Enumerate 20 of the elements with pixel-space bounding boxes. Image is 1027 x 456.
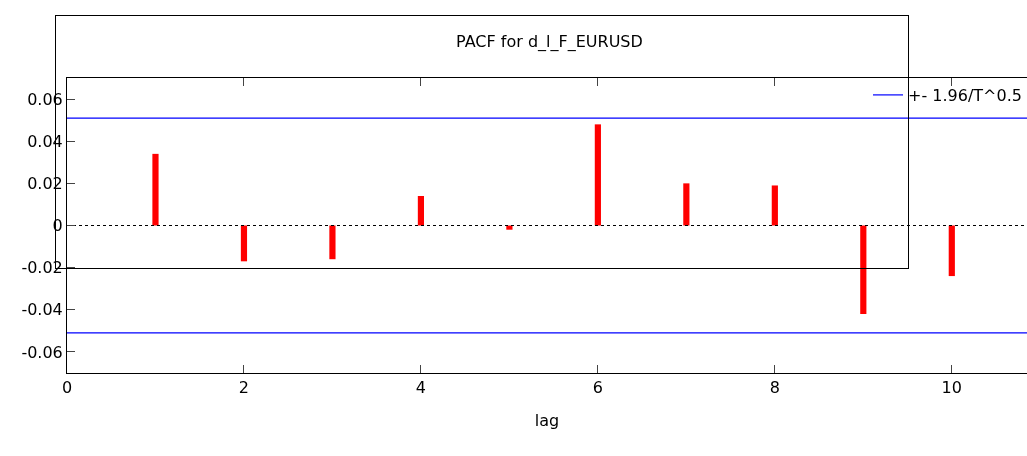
bar — [683, 183, 690, 226]
x-tick-label: 8 — [769, 378, 780, 398]
bar — [417, 196, 425, 226]
y-tick-label: -0.04 — [21, 300, 63, 320]
bar — [152, 153, 159, 226]
x-axis-title: lag — [534, 410, 560, 430]
legend-label: +- 1.96/T^0.5 — [908, 86, 1022, 106]
bar — [948, 225, 955, 277]
chart-title: PACF for d_l_F_EURUSD — [456, 31, 643, 52]
bar — [771, 185, 778, 226]
y-tick-label: -0.06 — [21, 342, 63, 362]
y-tick-label: -0.02 — [21, 258, 63, 278]
bar — [860, 225, 867, 314]
bar — [329, 225, 336, 260]
bar — [594, 124, 601, 226]
x-tick-label: 2 — [238, 378, 250, 398]
x-tick-label: 6 — [592, 378, 603, 398]
bar — [240, 225, 248, 262]
x-tick-label: 4 — [415, 378, 427, 398]
x-tick-label: 10 — [941, 378, 962, 398]
